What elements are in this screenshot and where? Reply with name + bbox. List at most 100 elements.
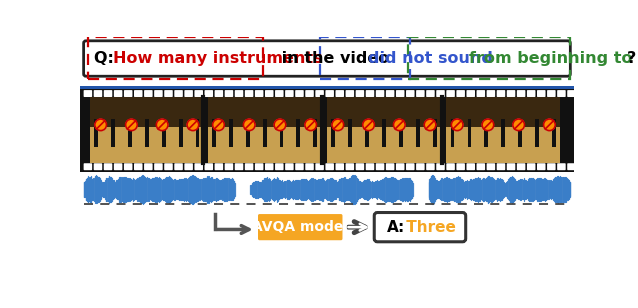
Bar	[331, 119, 335, 147]
FancyBboxPatch shape	[406, 163, 415, 170]
Bar	[90, 127, 204, 163]
FancyBboxPatch shape	[456, 163, 465, 170]
Bar	[246, 119, 249, 147]
Bar	[90, 97, 204, 127]
FancyBboxPatch shape	[205, 163, 213, 170]
FancyBboxPatch shape	[114, 90, 122, 97]
FancyBboxPatch shape	[265, 90, 274, 97]
FancyBboxPatch shape	[84, 163, 92, 170]
FancyBboxPatch shape	[487, 90, 495, 97]
Bar	[162, 119, 166, 147]
Circle shape	[332, 119, 344, 131]
Bar	[128, 119, 132, 147]
Text: ?: ?	[627, 51, 635, 66]
FancyBboxPatch shape	[84, 41, 570, 76]
Bar	[327, 127, 441, 163]
FancyBboxPatch shape	[214, 163, 223, 170]
Bar	[484, 119, 488, 147]
FancyBboxPatch shape	[124, 163, 133, 170]
FancyBboxPatch shape	[447, 90, 455, 97]
FancyBboxPatch shape	[94, 163, 102, 170]
FancyBboxPatch shape	[355, 163, 364, 170]
FancyBboxPatch shape	[426, 90, 434, 97]
FancyBboxPatch shape	[94, 90, 102, 97]
FancyBboxPatch shape	[265, 163, 274, 170]
FancyBboxPatch shape	[436, 90, 445, 97]
Bar	[80, 88, 574, 172]
FancyBboxPatch shape	[547, 163, 556, 170]
Bar	[348, 119, 352, 147]
FancyBboxPatch shape	[154, 90, 163, 97]
Text: Three: Three	[401, 220, 456, 235]
Bar	[468, 119, 471, 147]
Circle shape	[305, 119, 316, 131]
FancyBboxPatch shape	[537, 90, 545, 97]
FancyBboxPatch shape	[527, 163, 535, 170]
Bar	[179, 119, 182, 147]
Text: Q:: Q:	[94, 51, 119, 66]
FancyBboxPatch shape	[84, 90, 92, 97]
FancyBboxPatch shape	[366, 90, 375, 97]
FancyBboxPatch shape	[325, 163, 334, 170]
FancyBboxPatch shape	[104, 163, 112, 170]
Bar	[279, 119, 283, 147]
FancyBboxPatch shape	[477, 90, 485, 97]
Bar	[365, 119, 369, 147]
FancyBboxPatch shape	[214, 90, 223, 97]
FancyBboxPatch shape	[225, 163, 234, 170]
FancyBboxPatch shape	[396, 90, 404, 97]
Bar	[433, 119, 436, 147]
FancyBboxPatch shape	[487, 163, 495, 170]
Bar	[94, 119, 98, 147]
FancyBboxPatch shape	[567, 90, 575, 97]
Bar	[399, 119, 403, 147]
Bar	[297, 119, 300, 147]
Bar	[207, 127, 322, 163]
FancyBboxPatch shape	[517, 90, 525, 97]
FancyBboxPatch shape	[225, 90, 234, 97]
FancyBboxPatch shape	[376, 163, 384, 170]
FancyBboxPatch shape	[275, 163, 283, 170]
Circle shape	[482, 119, 494, 131]
Bar	[447, 127, 560, 163]
Text: AVQA model: AVQA model	[252, 220, 348, 234]
FancyBboxPatch shape	[174, 163, 183, 170]
FancyBboxPatch shape	[285, 163, 293, 170]
Bar	[196, 119, 200, 147]
FancyBboxPatch shape	[507, 90, 516, 97]
FancyBboxPatch shape	[386, 163, 394, 170]
Bar	[447, 97, 560, 127]
FancyBboxPatch shape	[477, 163, 485, 170]
Circle shape	[244, 119, 255, 131]
FancyBboxPatch shape	[184, 90, 193, 97]
FancyBboxPatch shape	[416, 163, 425, 170]
Bar	[327, 97, 441, 127]
FancyBboxPatch shape	[456, 90, 465, 97]
FancyBboxPatch shape	[174, 90, 183, 97]
Bar	[145, 119, 149, 147]
Circle shape	[513, 119, 524, 131]
Bar	[382, 119, 386, 147]
FancyBboxPatch shape	[144, 90, 152, 97]
Bar	[416, 119, 420, 147]
Circle shape	[95, 119, 107, 131]
FancyBboxPatch shape	[315, 90, 324, 97]
FancyBboxPatch shape	[497, 90, 505, 97]
FancyBboxPatch shape	[366, 163, 375, 170]
FancyBboxPatch shape	[447, 163, 455, 170]
FancyBboxPatch shape	[466, 163, 475, 170]
FancyBboxPatch shape	[134, 163, 142, 170]
FancyBboxPatch shape	[255, 163, 263, 170]
FancyBboxPatch shape	[195, 90, 203, 97]
FancyBboxPatch shape	[154, 163, 163, 170]
FancyBboxPatch shape	[184, 163, 193, 170]
Bar	[229, 119, 233, 147]
FancyBboxPatch shape	[507, 163, 516, 170]
FancyBboxPatch shape	[124, 90, 133, 97]
Bar	[320, 37, 410, 79]
FancyBboxPatch shape	[325, 90, 334, 97]
FancyBboxPatch shape	[134, 90, 142, 97]
Bar	[450, 119, 454, 147]
Bar	[408, 37, 570, 79]
FancyBboxPatch shape	[336, 163, 344, 170]
